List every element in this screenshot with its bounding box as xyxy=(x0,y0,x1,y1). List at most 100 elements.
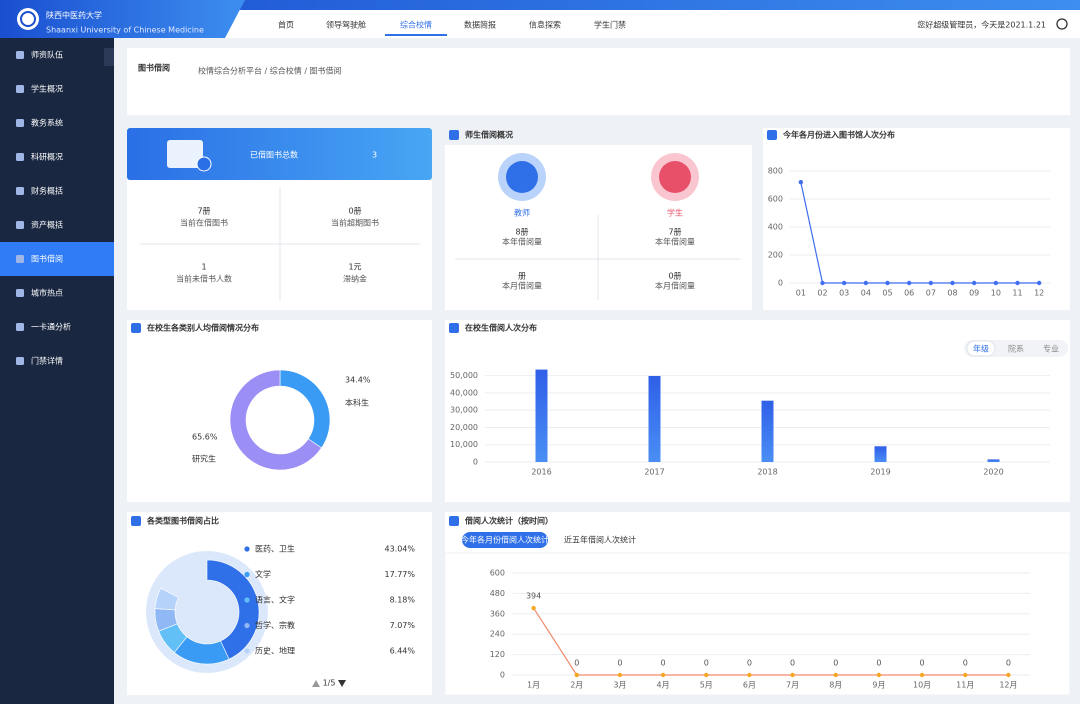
sidebar-item[interactable]: 财务概括 xyxy=(31,186,63,196)
nav-item[interactable]: 领导驾驶舱 xyxy=(326,20,366,30)
x-tick-label: 7月 xyxy=(786,681,799,690)
pager-prev[interactable] xyxy=(312,680,320,687)
nav-item[interactable]: 信息探索 xyxy=(529,20,561,30)
pie-category-label: 研究生 xyxy=(192,454,216,464)
legend-value: 43.04% xyxy=(384,545,415,554)
point xyxy=(876,672,882,678)
nav-item[interactable]: 学生门禁 xyxy=(594,20,626,30)
nav-item[interactable]: 综合校情 xyxy=(400,20,432,30)
x-tick-label: 3月 xyxy=(613,681,626,690)
y-tick-label: 800 xyxy=(768,167,783,176)
summary-title: 已借图书总数 xyxy=(250,150,298,160)
x-tick-label: 4月 xyxy=(657,681,670,690)
tab-active xyxy=(462,532,548,548)
x-tick-label: 11月 xyxy=(956,681,974,690)
y-tick-label: 0 xyxy=(473,458,478,467)
sidebar-item[interactable]: 图书借阅 xyxy=(31,254,63,264)
data-label: 0 xyxy=(963,659,968,668)
data-label: 0 xyxy=(876,659,881,668)
toggle[interactable]: 院系 xyxy=(1008,344,1024,354)
legend-dot xyxy=(244,648,250,654)
x-tick-label: 8月 xyxy=(829,681,842,690)
bar xyxy=(535,369,548,462)
y-tick-label: 30,000 xyxy=(450,406,478,415)
legend-label: 哲学、宗教 xyxy=(255,620,295,630)
sidebar-item[interactable]: 门禁详情 xyxy=(31,356,63,366)
avatar xyxy=(506,161,538,193)
school-name-en: Shaanxi University of Chinese Medicine xyxy=(46,26,204,35)
donut-segment xyxy=(154,587,179,611)
group-name: 教师 xyxy=(514,208,530,218)
legend-value: 8.18% xyxy=(390,596,416,605)
summary-value: 3 xyxy=(372,151,377,160)
stat-value: 1 xyxy=(201,263,206,272)
data-label: 0 xyxy=(790,659,795,668)
x-tick-label: 10月 xyxy=(913,681,931,690)
y-tick-label: 10,000 xyxy=(450,440,478,449)
bar xyxy=(648,375,661,462)
data-label: 0 xyxy=(661,659,666,668)
sidebar-item[interactable]: 科研概况 xyxy=(31,152,63,162)
title-icon xyxy=(767,130,777,140)
stat-value: 7册 xyxy=(197,207,210,216)
y-tick-label: 600 xyxy=(768,195,783,204)
pie-value-label: 65.6% xyxy=(192,433,218,442)
pie-value-label: 34.4% xyxy=(345,376,371,385)
y-tick-label: 600 xyxy=(490,569,505,578)
bar xyxy=(761,400,774,462)
sidebar-icon xyxy=(16,221,24,229)
point xyxy=(863,280,869,286)
sidebar-item[interactable]: 教务系统 xyxy=(31,118,63,128)
toggle[interactable]: 年级 xyxy=(973,344,989,354)
point xyxy=(833,672,838,678)
sidebar-item[interactable]: 学生概况 xyxy=(31,84,63,94)
x-tick-label: 02 xyxy=(817,289,827,298)
tab[interactable]: 今年各月份借阅人次统计 xyxy=(461,535,549,545)
sidebar-item[interactable]: 师资队伍 xyxy=(31,50,63,60)
point xyxy=(704,672,709,678)
pager-next[interactable] xyxy=(338,680,346,687)
data-label: 0 xyxy=(833,659,838,668)
point xyxy=(820,280,825,286)
card-title: 各类型图书借阅占比 xyxy=(146,516,219,526)
stat-label: 滞纳金 xyxy=(343,274,367,284)
stat-label: 当前超期图书 xyxy=(331,218,379,228)
sidebar-icon xyxy=(16,289,24,297)
point xyxy=(617,672,623,678)
stat-value: 8册 xyxy=(515,228,528,237)
legend-label: 历史、地理 xyxy=(255,646,295,656)
nav-item[interactable]: 数据简报 xyxy=(464,20,496,30)
legend-label: 语言、文字 xyxy=(255,595,295,605)
x-tick-label: 09 xyxy=(969,289,979,298)
x-tick-label: 12月 xyxy=(999,681,1017,690)
greeting: 您好超级管理员，今天是2021.1.21 xyxy=(917,20,1046,30)
power-icon[interactable] xyxy=(1056,18,1068,30)
collapse-button[interactable] xyxy=(104,48,114,66)
sidebar-icon xyxy=(16,153,24,161)
nav-item[interactable]: 首页 xyxy=(278,20,294,30)
nav-underline xyxy=(385,34,447,36)
sidebar-item[interactable]: 城市热点 xyxy=(31,288,63,298)
stat-value: 0册 xyxy=(348,207,361,216)
donut-segment xyxy=(206,559,260,660)
y-tick-label: 400 xyxy=(768,223,783,232)
data-label: 0 xyxy=(920,659,925,668)
legend-dot xyxy=(244,597,250,603)
toggle[interactable]: 专业 xyxy=(1043,344,1059,354)
book-icon xyxy=(167,140,203,168)
bar xyxy=(874,446,887,462)
tab[interactable]: 近五年借阅人次统计 xyxy=(564,535,636,545)
x-tick-label: 9月 xyxy=(872,681,885,690)
sidebar-icon xyxy=(16,51,24,59)
sidebar-item[interactable]: 资产概括 xyxy=(31,220,63,230)
point xyxy=(660,672,666,678)
y-tick-label: 200 xyxy=(768,251,783,260)
x-tick-label: 08 xyxy=(947,289,957,298)
x-tick-label: 1月 xyxy=(527,681,540,690)
legend-label: 文学 xyxy=(255,569,271,579)
x-tick-label: 2月 xyxy=(570,681,583,690)
y-tick-label: 40,000 xyxy=(450,388,478,397)
point xyxy=(950,280,955,286)
point xyxy=(790,672,795,678)
sidebar-item[interactable]: 一卡通分析 xyxy=(31,322,71,332)
